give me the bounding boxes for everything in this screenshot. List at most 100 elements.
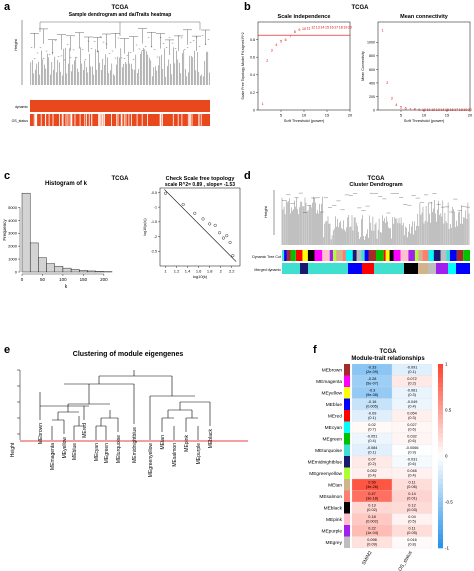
x-tick-label: 2 [220, 269, 223, 274]
cell-correlation: 0.052 [367, 469, 377, 473]
row-label-dynamic: dynamic [15, 105, 28, 109]
y-tick-label: 0.2 [250, 91, 255, 95]
y-tick-label: 3000 [8, 231, 18, 236]
row-label-merged-dynamic: Merged dynamic [254, 268, 281, 272]
data-point-label: 20 [348, 25, 352, 29]
leaf-label: MEmagenta [50, 443, 56, 470]
os-status-stripe [172, 114, 174, 126]
data-point-label: 11 [427, 108, 431, 112]
cell-correlation: -0.084 [367, 446, 378, 450]
data-point [193, 211, 197, 215]
y-tick-label: -1 [154, 206, 157, 210]
y-tick-label: 1000 [367, 41, 375, 45]
os-status-stripe [35, 114, 36, 126]
module-label: MEsalmon [319, 494, 342, 500]
os-status-stripe [98, 114, 99, 126]
y-tick-label: 200 [369, 95, 375, 99]
dynamic-module-block [414, 250, 419, 261]
leaf-label: MEred [82, 423, 88, 438]
x-tick-label: 10 [302, 113, 307, 118]
cell-correlation: -0.091 [407, 366, 418, 370]
dynamic-module-block [307, 250, 315, 261]
cell-pvalue: (0.3) [408, 393, 417, 397]
colorbar-segment [438, 377, 443, 383]
cell-pvalue: (0.2) [408, 382, 417, 386]
x-tick-label: 15 [325, 113, 330, 118]
os-status-stripe [84, 114, 86, 126]
data-point-label: 4 [395, 103, 397, 107]
x-tick-label: 20 [468, 113, 473, 118]
data-point-label: 17 [454, 108, 458, 112]
dynamic-module-block [440, 250, 447, 261]
os-status-row [30, 114, 210, 126]
x-tick-label: 200 [100, 277, 108, 282]
cell-pvalue: (0.9) [408, 451, 417, 455]
x-axis-label: Soft Threshold (power) [404, 118, 445, 123]
data-point-label: 15 [445, 108, 449, 112]
module-eigengene-dendrogram: Clustering of module eigengenes Height MEb… [10, 351, 248, 477]
data-point-label: 7 [289, 34, 291, 38]
dendrogram-branches [39, 370, 211, 427]
x-tick-label: 1.4 [185, 269, 191, 274]
os-status-stripe [181, 114, 183, 126]
data-point-label: 3 [271, 48, 273, 52]
cell-correlation: 0.032 [407, 435, 417, 439]
histogram-bar [38, 257, 47, 273]
cell-pvalue: (3e-26) [366, 485, 379, 489]
module-color-swatch [344, 398, 350, 410]
data-point [213, 223, 217, 227]
module-label: MEpink [326, 517, 343, 523]
cell-pvalue: (0.6) [408, 462, 417, 466]
y-tick-label: 1000 [8, 257, 18, 262]
data-point-label: 19 [343, 25, 347, 29]
x-tick-label: 20 [348, 113, 353, 118]
cell-pvalue: (0.4) [408, 405, 417, 409]
module-color-swatch [344, 375, 350, 387]
cell-correlation: 0.14 [408, 492, 415, 496]
cell-correlation: 0.56 [368, 481, 375, 485]
colorbar-tick-label: -1 [445, 546, 449, 551]
panel-letter-d: d [244, 170, 251, 182]
data-point-label: 14 [320, 25, 324, 29]
y-tick-label: -2.5 [151, 250, 157, 254]
dendrogram-branches [281, 192, 470, 245]
dynamic-module-block [329, 250, 334, 261]
data-point [231, 254, 235, 258]
cell-pvalue: (0.1) [408, 370, 417, 374]
data-point-label: 17 [334, 25, 338, 29]
module-color-swatch [344, 467, 350, 479]
colorbar-segment [438, 543, 443, 549]
row-label-os-status: OS_status [12, 119, 29, 123]
colorbar-tick-label: 0.5 [445, 408, 452, 413]
merged-module-block [300, 263, 308, 274]
dynamic-module-block [463, 250, 470, 261]
cell-pvalue: (0.09) [367, 543, 378, 547]
leaf-label: MEbrown [38, 423, 44, 444]
os-status-stripe [100, 114, 102, 126]
module-label: MEturquoise [315, 448, 342, 454]
module-color-swatch [344, 513, 350, 525]
os-status-stripes [33, 114, 202, 126]
cell-correlation: -0.049 [407, 400, 418, 404]
colorbar-segment [438, 479, 443, 484]
data-point [221, 236, 225, 240]
y-tick-label: 4000 [8, 218, 18, 223]
colorbar-segment [438, 400, 443, 406]
panel-letter-c: c [4, 170, 11, 182]
dynamic-module-block [393, 250, 401, 261]
fit-line [164, 189, 237, 262]
cell-pvalue: (0.6) [408, 428, 417, 432]
leaf-label: MEblue [72, 443, 78, 460]
cell-correlation: 0.11 [408, 527, 415, 531]
cell-correlation: 0.47 [368, 492, 375, 496]
data-point-label: 2 [386, 81, 388, 85]
data-point-label: 7 [409, 107, 411, 111]
cell-correlation: 0.072 [407, 377, 417, 381]
dynamic-module-block [290, 250, 296, 261]
data-point-label: 16 [330, 25, 334, 29]
data-point-label: 12 [311, 25, 315, 29]
x-tick-label: 5 [400, 113, 403, 118]
histogram-bar [46, 263, 55, 273]
